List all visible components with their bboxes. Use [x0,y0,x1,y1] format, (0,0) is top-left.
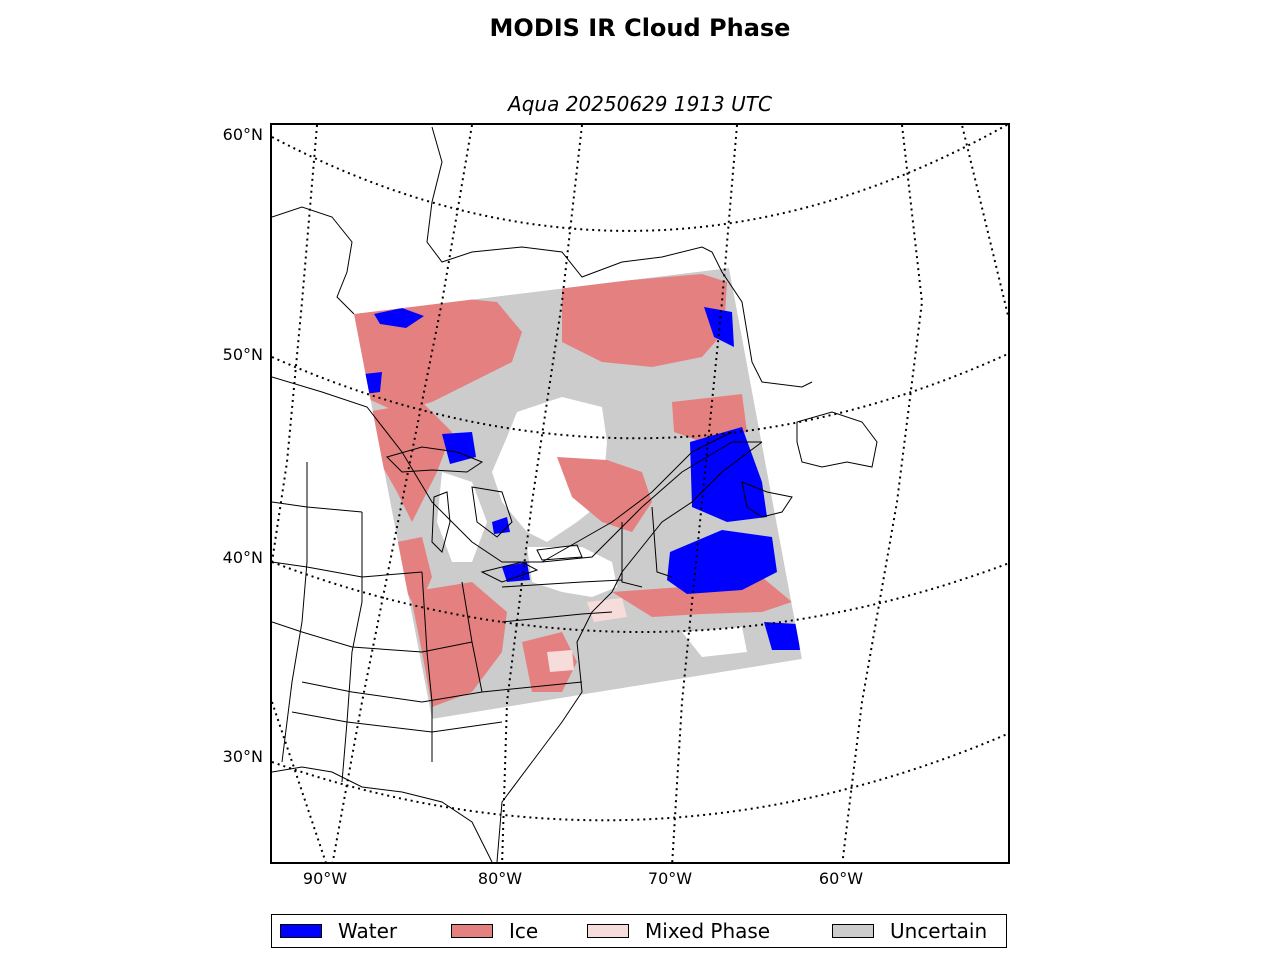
lon-label-80w: 80°W [477,869,523,888]
newfoundland-coast [796,411,878,468]
lon-label-90w: 90°W [302,869,348,888]
state-border [501,579,623,588]
legend-swatch-uncertain [832,924,874,938]
state-border [341,512,363,783]
lake-erie [480,561,539,583]
legend-label-mixed-phase: Mixed Phase [645,919,771,943]
lake-huron [471,486,513,538]
state-border [281,462,308,763]
lat-label-50n: 50°N [222,345,263,364]
water-area [690,427,767,522]
lon-label-60w: 60°W [818,869,864,888]
water-area [374,308,424,328]
mixed-phase-area [547,650,574,672]
meridian-50w [961,125,1008,320]
mixed-phase-area [587,598,627,622]
parallel-40n [272,561,1008,633]
parallel-30n [272,732,1008,822]
state-border [272,621,473,653]
figure-title: MODIS IR Cloud Phase [489,14,791,42]
legend-item-ice: Ice [451,919,538,943]
map-canvas [272,125,1008,862]
graticule [272,125,1008,862]
ice-area [562,274,727,367]
legend-item-mixed-phase: Mixed Phase [587,919,770,943]
lake-michigan [431,491,451,553]
ice-area [354,298,522,412]
east-coast [496,441,763,862]
ice-area [557,457,652,532]
meridian-90w [272,125,318,563]
state-border [272,501,363,513]
legend-item-uncertain: Uncertain [832,919,987,943]
quebec-labrador-coast [426,126,813,388]
coastlines-borders [272,126,878,862]
legend-swatch-mixed-phase [587,924,629,938]
lake-superior [386,446,484,473]
us-canada-border [272,376,762,563]
water-area [704,307,734,347]
clear-area [492,397,607,542]
map-frame [270,123,1010,864]
gulf-coast [272,766,493,862]
legend-swatch-water [280,924,322,938]
legend-label-uncertain: Uncertain [890,919,988,943]
water-area [667,530,777,594]
lon-label-70w: 70°W [647,869,693,888]
meridian-80w-b [501,125,583,862]
legend: Water Ice Mixed Phase Uncertain [271,914,1007,948]
legend-label-water: Water [338,919,398,943]
water-area [364,372,382,394]
clear-area [682,627,747,657]
state-border [501,611,613,623]
state-border [651,506,673,578]
meridian-80w [331,125,473,862]
legend-swatch-ice [451,924,493,938]
meridian-70w [671,125,738,862]
hudson-bay-coast [272,206,355,315]
meridian-90w-lower [272,701,327,862]
lat-label-30n: 30°N [222,747,263,766]
nova-scotia-coast [741,481,793,518]
state-border [621,522,643,588]
lake-ontario [536,544,583,561]
meridian-60w [841,125,924,862]
figure-subtitle: Aqua 20250629 1913 UTC [508,92,772,116]
legend-label-ice: Ice [509,919,539,943]
parallel-60n [272,125,1008,232]
state-border [272,561,423,578]
state-border [291,711,503,733]
water-area [764,622,800,650]
state-border [301,681,583,703]
water-area [492,517,510,534]
lat-label-60n: 60°N [222,125,263,144]
lat-label-40n: 40°N [222,548,263,567]
legend-item-water: Water [280,919,397,943]
clear-area [437,472,487,562]
